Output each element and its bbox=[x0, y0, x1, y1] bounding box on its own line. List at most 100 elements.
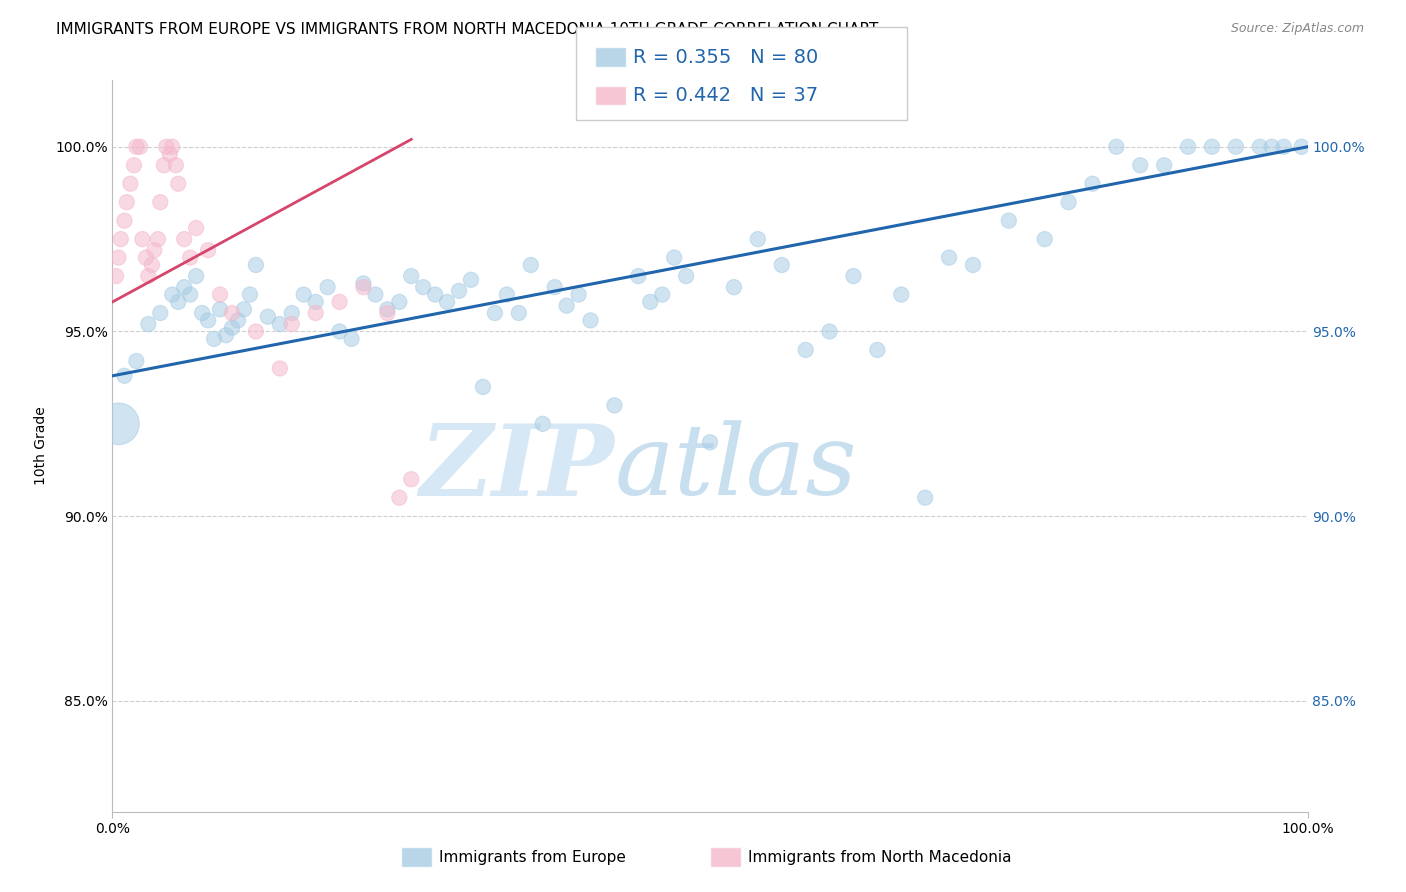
Point bbox=[221, 306, 243, 320]
Point bbox=[449, 284, 471, 298]
Text: R = 0.442   N = 37: R = 0.442 N = 37 bbox=[633, 86, 818, 105]
Point bbox=[305, 306, 328, 320]
Point bbox=[340, 332, 363, 346]
Point bbox=[179, 287, 201, 301]
Point bbox=[1201, 140, 1223, 154]
Point bbox=[508, 306, 530, 320]
Point bbox=[962, 258, 984, 272]
Point bbox=[1129, 158, 1152, 172]
Point bbox=[162, 140, 183, 154]
Point bbox=[664, 251, 686, 265]
Point bbox=[138, 268, 160, 283]
Point bbox=[1261, 140, 1284, 154]
Point bbox=[173, 280, 195, 294]
Point bbox=[107, 417, 129, 431]
Point bbox=[723, 280, 745, 294]
Point bbox=[149, 195, 172, 210]
Point bbox=[209, 302, 232, 317]
Point bbox=[675, 268, 697, 283]
Point bbox=[239, 287, 262, 301]
Point bbox=[316, 280, 339, 294]
Point bbox=[353, 277, 375, 291]
Point bbox=[627, 268, 650, 283]
Point bbox=[1249, 140, 1271, 154]
Point bbox=[377, 306, 399, 320]
Point bbox=[292, 287, 315, 301]
Point bbox=[543, 280, 565, 294]
Point bbox=[165, 158, 187, 172]
Point bbox=[496, 287, 519, 301]
Point bbox=[141, 258, 163, 272]
Point bbox=[135, 251, 157, 265]
Point bbox=[215, 328, 238, 343]
Point bbox=[146, 232, 169, 246]
Point bbox=[914, 491, 936, 505]
Point bbox=[167, 177, 190, 191]
Point bbox=[1153, 158, 1175, 172]
Point bbox=[197, 313, 219, 327]
Point bbox=[699, 435, 721, 450]
Point bbox=[460, 273, 482, 287]
Point bbox=[245, 325, 267, 339]
Point bbox=[401, 268, 423, 283]
Point bbox=[1225, 140, 1247, 154]
Point bbox=[818, 325, 841, 339]
Point bbox=[377, 302, 399, 317]
Point bbox=[209, 287, 232, 301]
Point bbox=[197, 244, 219, 258]
Text: Immigrants from North Macedonia: Immigrants from North Macedonia bbox=[748, 850, 1011, 864]
Text: Source: ZipAtlas.com: Source: ZipAtlas.com bbox=[1230, 22, 1364, 36]
Point bbox=[425, 287, 447, 301]
Point bbox=[114, 368, 135, 383]
Point bbox=[305, 294, 328, 309]
Point bbox=[114, 213, 135, 227]
Point bbox=[153, 158, 176, 172]
Point bbox=[202, 332, 225, 346]
Text: atlas: atlas bbox=[614, 420, 858, 516]
Point bbox=[143, 244, 166, 258]
Text: IMMIGRANTS FROM EUROPE VS IMMIGRANTS FROM NORTH MACEDONIA 10TH GRADE CORRELATION: IMMIGRANTS FROM EUROPE VS IMMIGRANTS FRO… bbox=[56, 22, 879, 37]
Point bbox=[770, 258, 793, 272]
Point bbox=[364, 287, 387, 301]
Point bbox=[842, 268, 865, 283]
Y-axis label: 10th Grade: 10th Grade bbox=[34, 407, 48, 485]
Point bbox=[472, 380, 495, 394]
Point bbox=[125, 354, 148, 368]
Point bbox=[866, 343, 889, 357]
Point bbox=[1033, 232, 1056, 246]
Point bbox=[353, 280, 375, 294]
Point bbox=[129, 140, 152, 154]
Point bbox=[233, 302, 256, 317]
Point bbox=[412, 280, 434, 294]
Point bbox=[173, 232, 195, 246]
Point bbox=[120, 177, 142, 191]
Point bbox=[167, 294, 190, 309]
Point bbox=[125, 140, 148, 154]
Point bbox=[603, 398, 626, 412]
Point bbox=[159, 147, 181, 161]
Point bbox=[257, 310, 280, 324]
Point bbox=[149, 306, 172, 320]
Point bbox=[938, 251, 960, 265]
Point bbox=[388, 491, 411, 505]
Point bbox=[1272, 140, 1295, 154]
Point bbox=[568, 287, 591, 301]
Point bbox=[131, 232, 153, 246]
Point bbox=[998, 213, 1021, 227]
Point bbox=[401, 472, 423, 486]
Point bbox=[388, 294, 411, 309]
Text: ZIP: ZIP bbox=[419, 420, 614, 516]
Point bbox=[245, 258, 267, 272]
Point bbox=[555, 299, 578, 313]
Point bbox=[105, 268, 128, 283]
Point bbox=[1177, 140, 1199, 154]
Point bbox=[329, 325, 352, 339]
Point bbox=[179, 251, 201, 265]
Point bbox=[269, 317, 291, 331]
Point bbox=[747, 232, 769, 246]
Point bbox=[1291, 140, 1313, 154]
Point bbox=[186, 221, 208, 235]
Point bbox=[226, 313, 249, 327]
Point bbox=[155, 140, 177, 154]
Point bbox=[890, 287, 912, 301]
